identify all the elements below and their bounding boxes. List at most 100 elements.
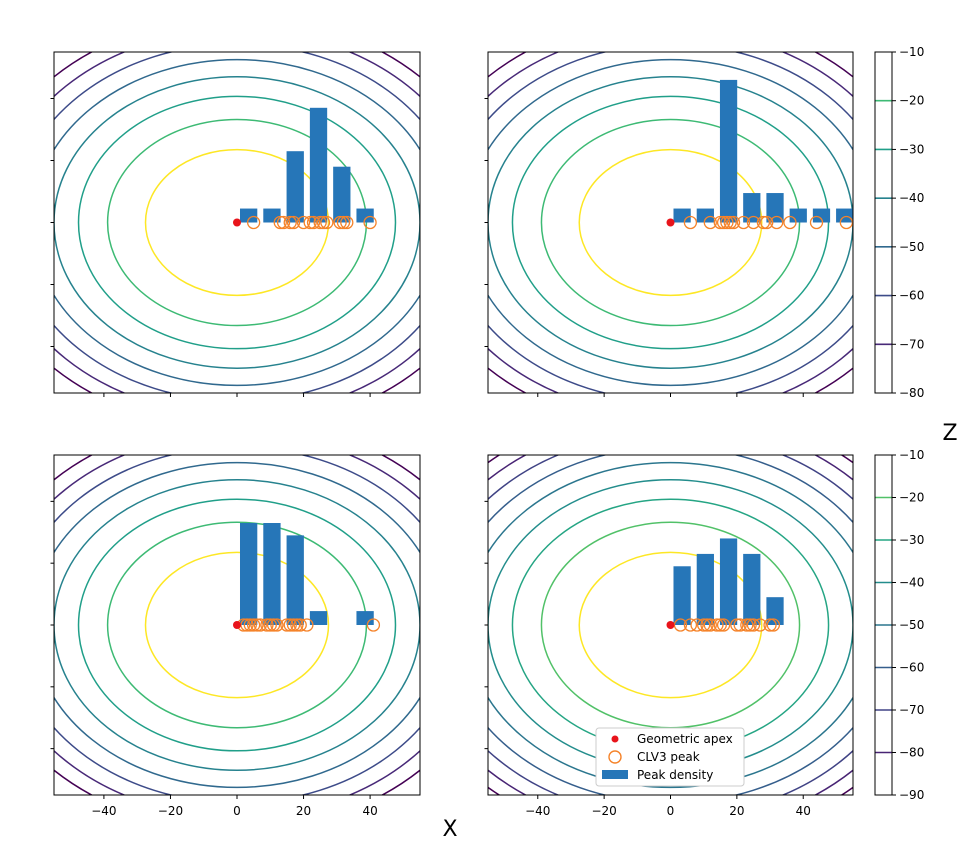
colorbar-frame — [874, 51, 893, 394]
clv3-peak-marker — [690, 618, 704, 632]
x-tick-label: 0 — [667, 804, 675, 818]
density-bar — [286, 151, 304, 223]
density-bar — [309, 611, 328, 625]
colorbar-tick-label: −10 — [899, 45, 924, 59]
contour-level — [488, 461, 853, 789]
clv3-peak-marker — [746, 618, 761, 632]
density-bar — [309, 107, 328, 223]
clv3-peak-marker — [756, 215, 771, 230]
clv3-peak-marker — [839, 215, 854, 230]
clv3-peak-marker — [697, 618, 711, 632]
clv3-peak-marker — [763, 618, 777, 632]
density-bar — [696, 208, 714, 223]
contour-level — [54, 479, 420, 771]
density-bars — [239, 107, 374, 223]
clv3-peaks — [683, 215, 854, 230]
clv3-peak-marker — [336, 215, 351, 230]
x-tick-label: 20 — [296, 804, 311, 818]
clv3-peak-marker — [253, 618, 267, 632]
clv3-peak-marker — [743, 618, 757, 632]
clv3-peak-marker — [296, 215, 311, 230]
geometric-apex-marker — [233, 621, 241, 629]
clv3-peak-marker — [733, 618, 747, 632]
contour-level — [488, 76, 853, 369]
legend-label-apex: Geometric apex — [637, 732, 733, 746]
density-bars — [239, 523, 374, 625]
density-bar — [263, 208, 281, 223]
density-bar — [239, 523, 258, 625]
panel-bottom-right: −40 −20 0 20 40 — [484, 454, 854, 818]
colorbar-tick-label: −30 — [899, 533, 924, 547]
clv3-peak-marker — [263, 618, 277, 632]
clv3-peak-marker — [730, 618, 744, 632]
panel-top-left — [50, 51, 421, 397]
x-tick-label: 0 — [233, 804, 241, 818]
density-bars — [673, 79, 854, 223]
colorbar-bottom-right: −10 −20 −30 −40 −50 −60 −70 −80 −90 — [874, 448, 924, 802]
contour-level — [144, 551, 330, 699]
legend-bar-marker — [602, 770, 628, 779]
colorbar-tick-label: −40 — [899, 576, 924, 590]
clv3-peak-marker — [723, 215, 737, 230]
x-tick-label: 40 — [796, 804, 811, 818]
colorbar-tick-label: −30 — [899, 142, 924, 156]
clv3-peak-marker — [260, 618, 274, 632]
clv3-peak-marker — [320, 215, 334, 230]
colorbar-tick-label: −20 — [899, 491, 924, 505]
colorbars-layer: −10−20−30−40−50−60−70−80−10−20−30−40−50−… — [874, 45, 924, 802]
density-bar — [789, 208, 807, 223]
legend-label-density: Peak density — [637, 768, 713, 782]
clv3-peak-marker — [283, 215, 297, 230]
clv3-peak-marker — [770, 215, 784, 230]
density-bar — [263, 523, 281, 625]
density-bar — [673, 208, 691, 223]
clv3-peak-marker — [333, 215, 347, 230]
contour-group — [54, 52, 420, 393]
legend-label-peak: CLV3 peak — [637, 750, 700, 764]
colorbar-tick-label: −90 — [899, 788, 924, 802]
clv3-peak-marker — [740, 618, 754, 632]
x-tick-label: −40 — [91, 804, 116, 818]
clv3-peak-marker — [266, 618, 281, 632]
density-bar — [743, 193, 761, 223]
contour-level — [54, 461, 420, 789]
colorbar-tick-label: −80 — [899, 386, 924, 400]
density-bar — [356, 208, 374, 223]
clv3-peak-marker — [713, 215, 727, 230]
x-tick-label: −40 — [525, 804, 550, 818]
density-bar — [743, 553, 761, 625]
x-tick-label: −20 — [158, 804, 183, 818]
density-bar — [719, 79, 738, 223]
colorbar-tick-label: −70 — [899, 703, 924, 717]
clv3-peak-marker — [783, 215, 797, 230]
geometric-apex-marker — [666, 218, 675, 227]
clv3-peaks — [237, 618, 381, 632]
panel-bottom-left: −40 −20 0 20 40 — [50, 454, 421, 818]
density-bar — [696, 553, 714, 625]
geometric-apex-marker — [666, 621, 675, 629]
clv3-peak-marker — [716, 618, 731, 632]
clv3-peak-marker — [366, 618, 381, 632]
clv3-peak-marker — [766, 618, 781, 632]
clv3-peak-marker — [273, 215, 287, 230]
colorbar-tick-label: −60 — [899, 289, 924, 303]
colorbar-tick-label: −60 — [899, 661, 924, 675]
clv3-peak-marker — [716, 215, 731, 230]
density-bar — [673, 566, 691, 625]
colorbar-tick-label: −10 — [899, 448, 924, 462]
clv3-peak-marker — [286, 215, 301, 230]
legend-frame — [595, 727, 745, 787]
clv3-peak-marker — [746, 215, 761, 230]
density-bar — [719, 538, 738, 625]
clv3-peak-marker — [340, 215, 354, 230]
clv3-peak-marker — [753, 618, 767, 632]
legend-apex-marker — [611, 735, 619, 743]
contour-level — [54, 76, 420, 369]
panel-top-right — [484, 51, 854, 397]
contour-level — [578, 551, 763, 699]
density-bar — [836, 208, 854, 223]
clv3-peak-marker — [316, 215, 331, 230]
colorbar-tick-label: −20 — [899, 94, 924, 108]
density-bar — [239, 208, 258, 223]
